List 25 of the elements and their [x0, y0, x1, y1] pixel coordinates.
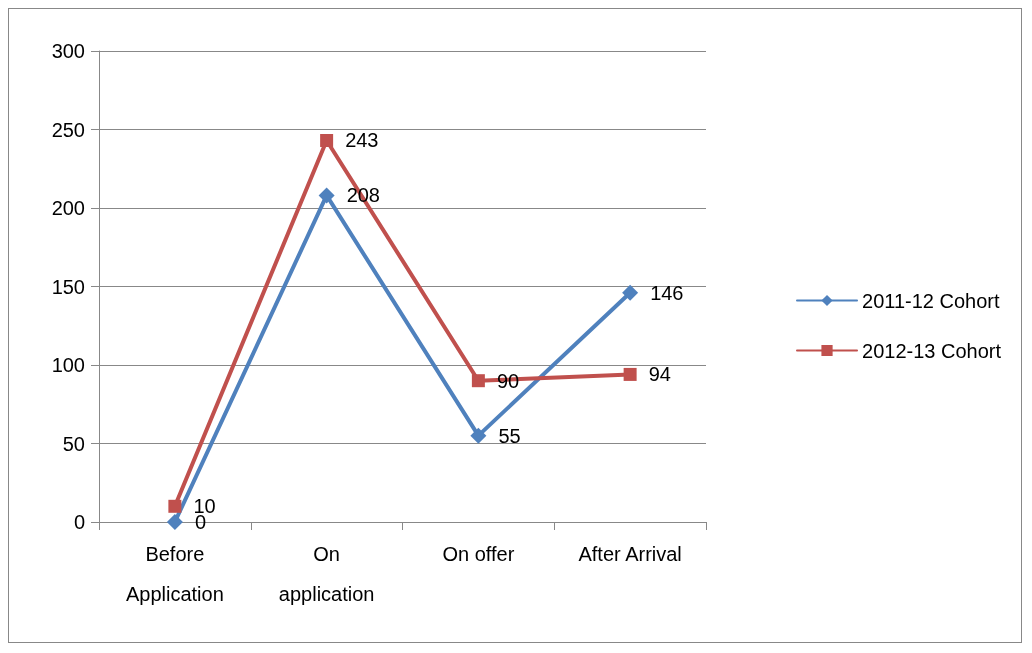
y-tick-label: 300 — [51, 40, 85, 62]
point — [168, 499, 182, 513]
x-tick-label: On application — [278, 543, 375, 605]
point — [320, 133, 334, 147]
data-label: 94 — [648, 363, 671, 386]
point — [622, 284, 639, 301]
y-tick-label: 250 — [51, 118, 85, 141]
legend-label: 2011-12 Cohort — [862, 289, 1000, 312]
x-tick-label: On offer — [442, 543, 515, 565]
data-label: 55 — [498, 424, 521, 447]
data-label: 243 — [345, 129, 379, 152]
point — [623, 367, 637, 381]
point — [470, 427, 487, 444]
x-tick-label: After Arrival — [578, 543, 682, 565]
point — [318, 187, 335, 204]
data-label: 146 — [650, 281, 684, 304]
point — [471, 374, 485, 388]
x-tick-label: Before Application — [125, 543, 224, 605]
y-tick-label: 0 — [73, 511, 85, 533]
y-tick-label: 150 — [51, 275, 85, 298]
y-tick-label: 100 — [51, 354, 85, 376]
y-tick-label: 50 — [62, 432, 85, 455]
y-tick-label: 200 — [51, 197, 85, 219]
point — [166, 514, 183, 530]
legend-label: 2012-13 Cohort — [862, 339, 1002, 362]
